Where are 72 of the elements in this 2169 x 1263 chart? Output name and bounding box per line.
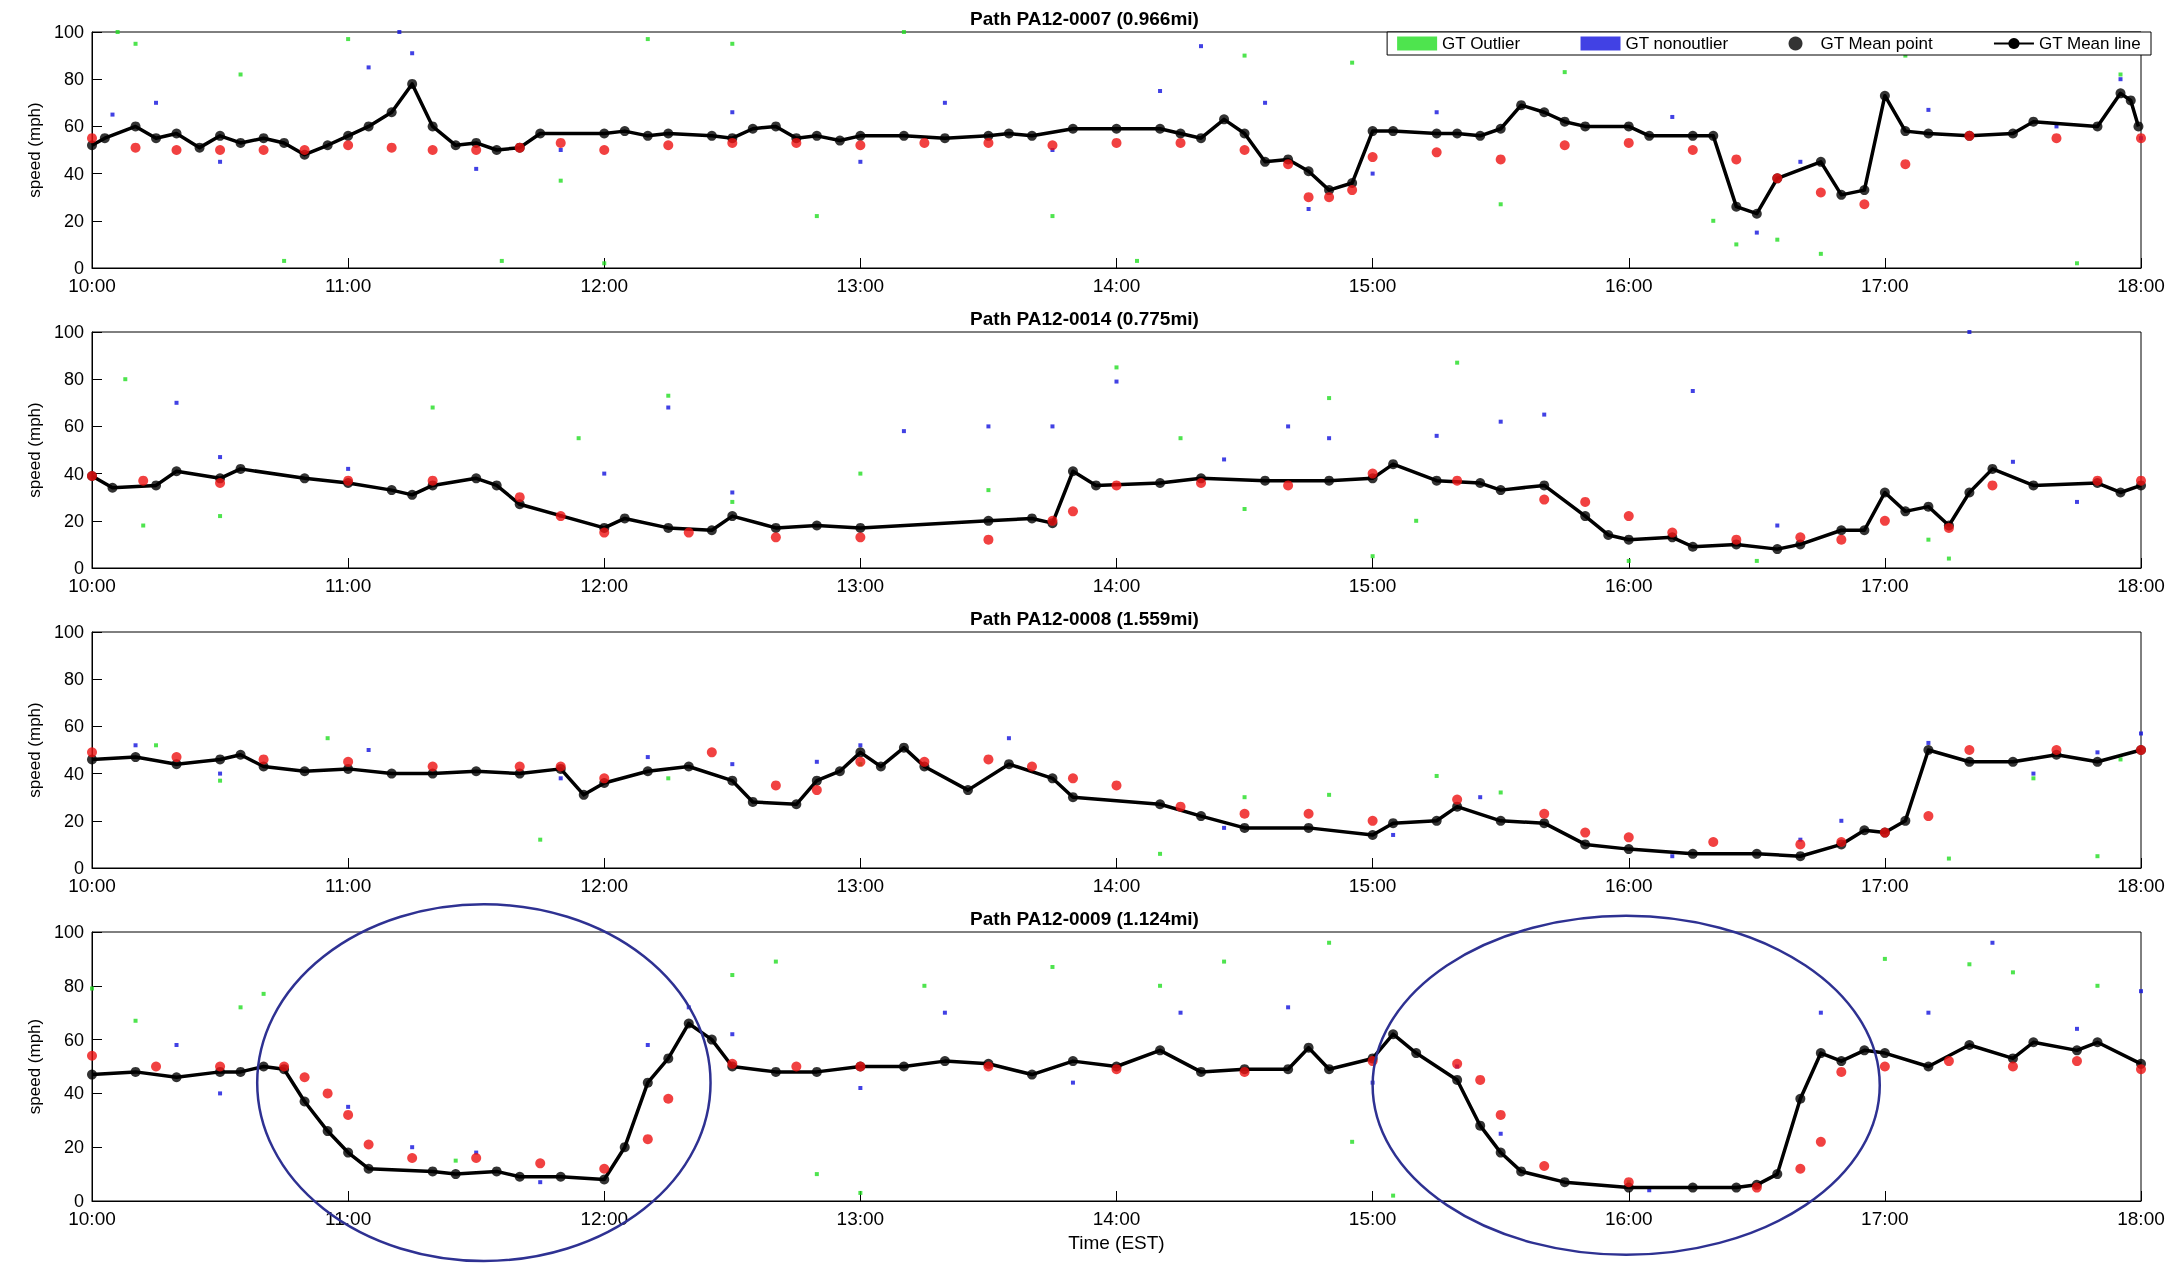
y-tick-label: 20 [63, 210, 84, 231]
x-tick-label: 15:00 [1348, 1208, 1397, 1229]
x-tick-label: 17:00 [1861, 575, 1909, 596]
y-tick-label: 60 [63, 716, 84, 737]
x-tick-label: 16:00 [1604, 575, 1653, 596]
y-tick-label: 40 [63, 163, 84, 184]
y-tick-label: 40 [63, 463, 84, 484]
y-tick-label: 100 [53, 622, 84, 642]
x-tick-label: 13:00 [836, 1208, 885, 1229]
y-tick-label: 60 [63, 116, 84, 137]
x-tick-label: 18:00 [2117, 575, 2165, 596]
y-tick-label: 100 [53, 22, 84, 42]
y-tick-label: 100 [53, 922, 84, 942]
x-tick-label: 11:00 [325, 275, 372, 296]
y-tick-label: 20 [63, 1137, 84, 1158]
y-tick-label: 20 [63, 810, 84, 831]
x-tick-label: 17:00 [1861, 1208, 1909, 1229]
chart-title: Path PA12-0007 (0.966mi) [970, 8, 1199, 29]
x-tick-label: 14:00 [1092, 275, 1141, 296]
legend-label: GT Mean point [1820, 34, 1933, 53]
x-tick-label: 11:00 [325, 575, 372, 596]
x-tick-label: 12:00 [580, 275, 629, 296]
x-tick-label: 13:00 [836, 875, 885, 896]
legend-label: GT nonoutlier [1625, 34, 1729, 53]
y-tick-label: 0 [73, 1191, 84, 1211]
y-axis-title: speed (mph) [25, 702, 45, 798]
x-tick-label: 14:00 [1092, 1208, 1141, 1229]
y-tick-label: 100 [53, 322, 84, 342]
x-tick-label: 18:00 [2117, 875, 2165, 896]
chart-title: Path PA12-0009 (1.124mi) [970, 908, 1199, 929]
y-tick-label: 0 [73, 558, 84, 578]
y-tick-label: 80 [63, 369, 84, 390]
x-tick-label: 18:00 [2117, 1208, 2165, 1229]
y-tick-label: 0 [73, 858, 84, 878]
x-tick-label: 11:00 [325, 875, 372, 896]
chart-title: Path PA12-0008 (1.559mi) [970, 608, 1199, 629]
x-tick-label: 10:00 [68, 275, 116, 296]
x-tick-label: 14:00 [1092, 575, 1141, 596]
y-tick-label: 80 [63, 69, 84, 90]
x-tick-label: 10:00 [68, 1208, 116, 1229]
x-tick-label: 10:00 [68, 575, 116, 596]
y-axis-title: speed (mph) [25, 102, 45, 198]
x-tick-label: 12:00 [580, 1208, 629, 1229]
x-tick-label: 15:00 [1348, 575, 1397, 596]
y-tick-label: 20 [63, 510, 84, 531]
x-tick-label: 17:00 [1861, 275, 1909, 296]
x-tick-label: 16:00 [1604, 275, 1653, 296]
x-tick-label: 15:00 [1348, 275, 1397, 296]
x-tick-label: 10:00 [68, 875, 116, 896]
x-tick-label: 16:00 [1604, 875, 1653, 896]
x-tick-label: 17:00 [1861, 875, 1909, 896]
chart-title: Path PA12-0014 (0.775mi) [970, 308, 1199, 329]
y-tick-label: 60 [63, 1029, 84, 1050]
y-tick-label: 60 [63, 416, 84, 437]
y-tick-label: 40 [63, 1083, 84, 1104]
x-tick-label: 18:00 [2117, 275, 2165, 296]
x-tick-label: 13:00 [836, 275, 885, 296]
x-tick-label: 16:00 [1604, 1208, 1653, 1229]
y-axis-title: speed (mph) [25, 1018, 45, 1115]
legend-label: GT Outlier [1442, 34, 1521, 53]
x-tick-label: 12:00 [580, 875, 629, 896]
y-tick-label: 0 [73, 258, 84, 278]
x-tick-label: 12:00 [580, 575, 629, 596]
y-tick-label: 40 [63, 763, 84, 784]
x-tick-label: 14:00 [1092, 875, 1141, 896]
legend-label: GT Mean line [2038, 34, 2141, 53]
y-tick-label: 80 [63, 975, 84, 996]
x-tick-label: 13:00 [836, 575, 885, 596]
x-axis-title: Time (EST) [1068, 1232, 1165, 1253]
x-tick-label: 15:00 [1348, 875, 1397, 896]
y-axis-title: speed (mph) [25, 402, 45, 498]
y-tick-label: 80 [63, 669, 84, 690]
